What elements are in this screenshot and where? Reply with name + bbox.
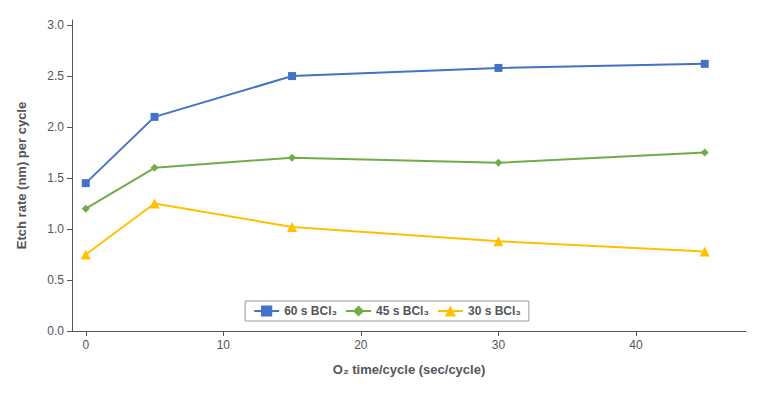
svg-text:30 s BCl₃: 30 s BCl₃: [468, 304, 521, 318]
svg-text:30: 30: [492, 338, 506, 352]
svg-text:0: 0: [82, 338, 89, 352]
svg-text:2.0: 2.0: [47, 120, 64, 134]
svg-text:60 s BCl₃: 60 s BCl₃: [284, 304, 337, 318]
svg-text:1.5: 1.5: [47, 171, 64, 185]
svg-text:20: 20: [354, 338, 368, 352]
svg-text:1.0: 1.0: [47, 222, 64, 236]
svg-text:0.5: 0.5: [47, 273, 64, 287]
svg-text:45 s BCl₃: 45 s BCl₃: [376, 304, 429, 318]
svg-text:40: 40: [629, 338, 643, 352]
svg-text:Etch rate (nm) per cycle: Etch rate (nm) per cycle: [14, 102, 29, 249]
svg-text:3.0: 3.0: [47, 18, 64, 32]
svg-text:0.0: 0.0: [47, 324, 64, 338]
svg-text:O₂ time/cycle (sec/cycle): O₂ time/cycle (sec/cycle): [333, 362, 485, 377]
svg-text:2.5: 2.5: [47, 69, 64, 83]
svg-text:10: 10: [217, 338, 231, 352]
